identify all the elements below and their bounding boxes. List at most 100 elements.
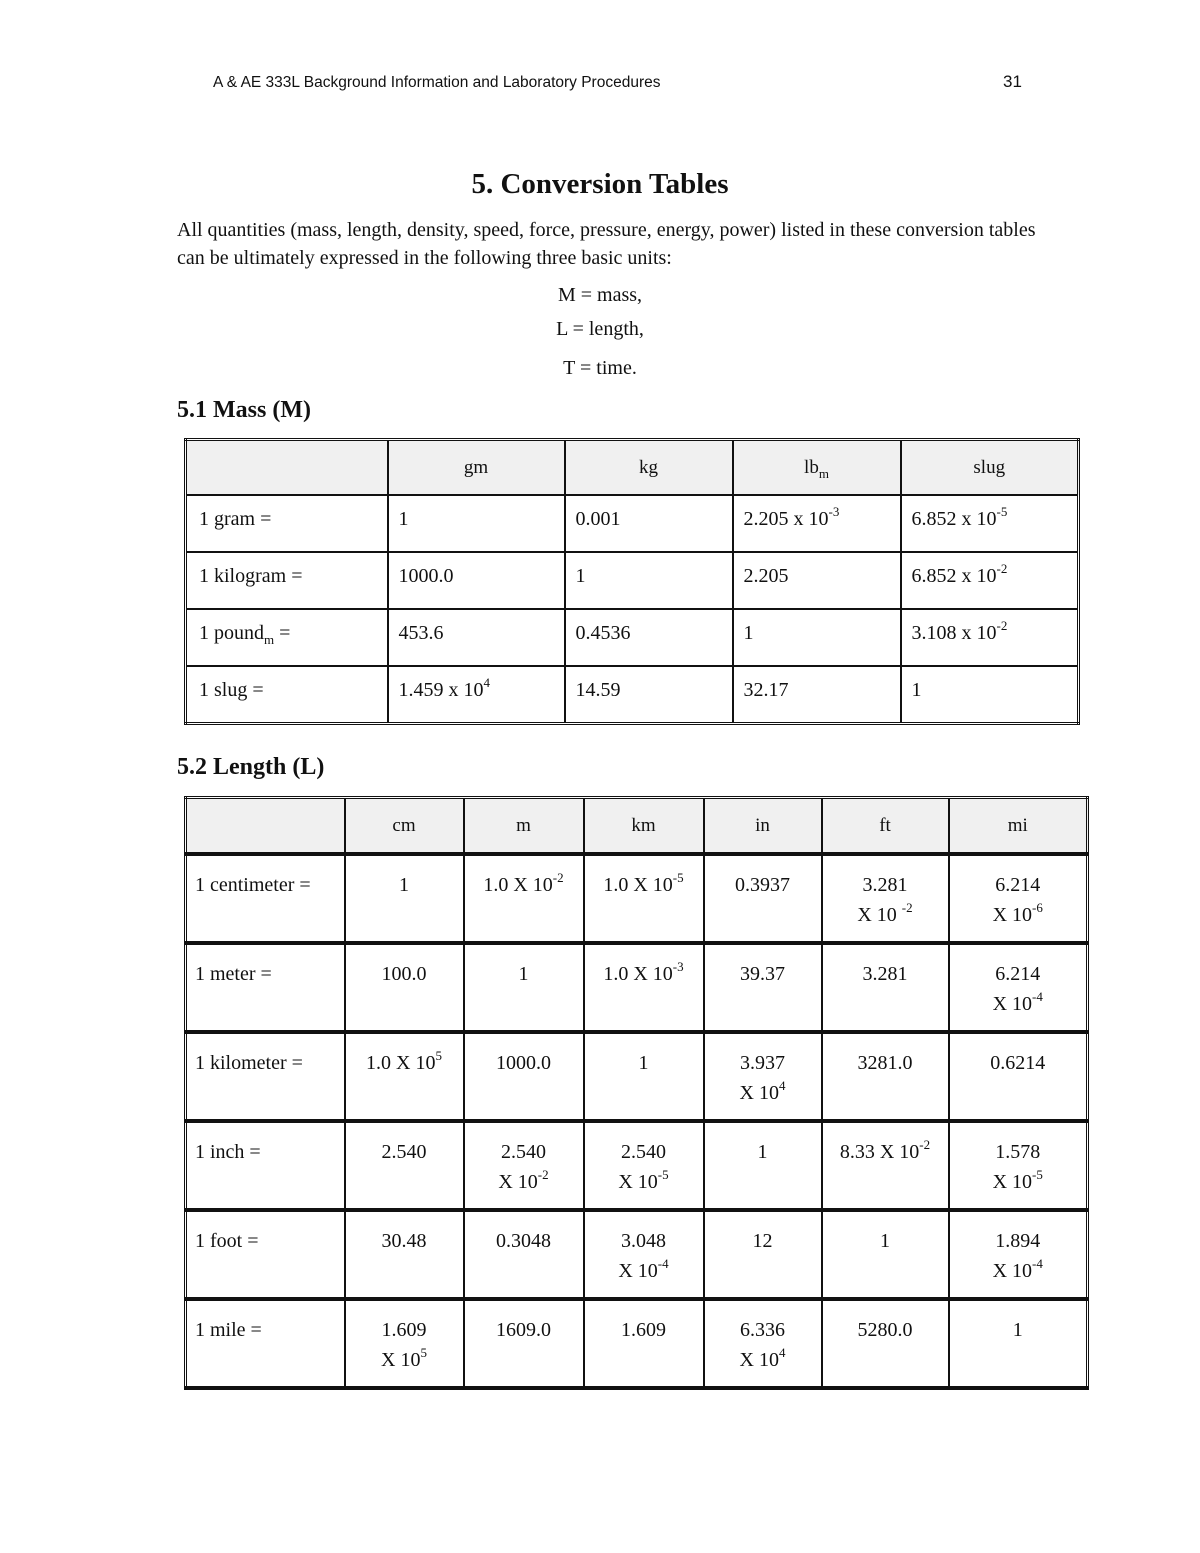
cell-line: 2.205 x 10-3 (744, 505, 900, 531)
cell-line: 6.336 (705, 1315, 821, 1345)
cell-text: 2.540 (381, 1141, 427, 1163)
table-row: 1 foot = 30.48 0.3048 3.048 X 10-4 12 1 1.894 X … (184, 1209, 1089, 1300)
cell-line: 1000.0 (465, 1048, 583, 1078)
cell-line: 1 gram = (199, 508, 387, 531)
cell-line: 1 mile = (195, 1315, 344, 1345)
table-cell: 0.4536 (563, 608, 734, 667)
running-header: A & AE 333L Background Information and L… (213, 74, 661, 91)
table-cell: 1.578 X 10-5 (947, 1120, 1089, 1211)
cell-line: 1 foot = (195, 1226, 344, 1256)
cell-text: 1.0 X 10 (603, 874, 673, 896)
cell-line: 1 poundm = (199, 622, 387, 646)
header-row: cm m km in ft mi (184, 796, 1089, 855)
cell-text: 1.894 (995, 1230, 1041, 1252)
table-cell: 1.0 X 10-3 (582, 942, 705, 1033)
cell-line: m (465, 811, 583, 841)
table-cell: 1 (702, 1120, 823, 1211)
cell-text: 1.578 (995, 1141, 1041, 1163)
cell-text: slug (973, 456, 1006, 478)
table-cell: 0.001 (563, 494, 734, 553)
cell-text: kg (639, 456, 658, 478)
table-cell: 1 (899, 665, 1080, 725)
column-header: cm (343, 796, 465, 855)
cell-line: 1 inch = (195, 1137, 344, 1167)
cell-line: 6.214 (950, 870, 1087, 900)
cell-text: gm (463, 456, 489, 478)
cell-line: X 10-2 (465, 1167, 583, 1197)
cell-text: 3281.0 (857, 1052, 913, 1074)
cell-line: 3.281 (823, 959, 948, 989)
exponent: -6 (1032, 900, 1043, 915)
cell-line: 1.609 (346, 1315, 463, 1345)
row-label: 1 meter = (184, 942, 346, 1033)
cell-line: X 105 (346, 1345, 463, 1375)
exponent: -2 (996, 618, 1008, 633)
table-cell: 6.336 X 104 (702, 1298, 823, 1389)
table-cell: 2.540 (343, 1120, 465, 1211)
table-row: 1 inch = 2.540 2.540 X 10-2 2.540 X 10-5 1 8.33… (184, 1120, 1089, 1211)
cell-line: 2.540 (346, 1137, 463, 1167)
table-cell: 1.0 X 10-5 (582, 853, 705, 944)
column-header: slug (899, 438, 1080, 496)
cell-line: 1.0 X 10-3 (585, 959, 703, 989)
cell-line: X 10-5 (585, 1167, 703, 1197)
cell-text: 3.281 (862, 874, 908, 896)
cell-line: 1 (465, 959, 583, 989)
cell-text: X 10 (992, 1171, 1033, 1193)
table-cell: 100.0 (343, 942, 465, 1033)
exponent: 4 (778, 1078, 786, 1093)
table-cell: 3.048 X 10-4 (582, 1209, 705, 1300)
cell-line: 1 (399, 508, 564, 531)
table-row: 1 poundm = 453.6 0.4536 1 3.108 x 10-2 (184, 608, 1080, 667)
column-header: mi (947, 796, 1089, 855)
cell-text: 3.108 x 10 (911, 622, 997, 644)
cell-text: 6.852 x 10 (911, 508, 997, 530)
table-cell: 32.17 (731, 665, 902, 725)
column-header: ft (820, 796, 950, 855)
cell-text: 12 (752, 1230, 773, 1252)
table-cell: 453.6 (386, 608, 566, 667)
table-cell: 1.609 (582, 1298, 705, 1389)
cell-line: X 104 (705, 1345, 821, 1375)
cell-line: X 10-6 (950, 900, 1087, 930)
cell-line: 1 (912, 679, 1078, 702)
cell-text: 6.214 (995, 963, 1041, 985)
cell-text: 2.540 (621, 1141, 666, 1163)
cell-text: 0.4536 (575, 622, 631, 644)
subscript: m (818, 465, 829, 481)
cell-text: X 10 (381, 1349, 421, 1371)
cell-text: 1 (743, 622, 754, 644)
cell-line: 1 (744, 622, 900, 645)
table-row: 1 mile = 1.609 X 105 1609.0 1.609 6.336 X 104 5… (184, 1298, 1089, 1389)
table-cell: 3.937 X 104 (702, 1031, 823, 1122)
cell-text: 6.852 x 10 (911, 565, 997, 587)
exponent: 4 (483, 675, 491, 690)
cell-line: 39.37 (705, 959, 821, 989)
cell-text: 2.205 (743, 565, 789, 587)
table-cell: 0.3937 (702, 853, 823, 944)
cell-text: 1 gram = (199, 508, 272, 530)
cell-line: 32.17 (744, 679, 900, 702)
table-cell: 39.37 (702, 942, 823, 1033)
cell-line: km (585, 811, 703, 841)
cell-line: 12 (705, 1226, 821, 1256)
cell-line: 1.0 X 105 (346, 1048, 463, 1078)
cell-text: mi (1007, 814, 1028, 836)
cell-text: 1.0 X 10 (366, 1052, 436, 1074)
cell-line: 1 (705, 1137, 821, 1167)
table-cell: 3.281 (820, 942, 950, 1033)
exponent: 5 (420, 1345, 427, 1360)
table-cell: 1 (731, 608, 902, 667)
cell-text: 100.0 (381, 963, 427, 985)
column-header: lbm (731, 438, 902, 496)
table-cell: 1 (386, 494, 566, 553)
exponent: -5 (657, 1167, 669, 1182)
cell-line: 8.33 X 10-2 (823, 1137, 948, 1167)
cell-line: in (705, 811, 821, 841)
cell-text: 1 (638, 1052, 649, 1074)
length-conversion-table: cm m km in ft mi 1 centimeter = 1 1.0 X 10-2 1.0 … (184, 796, 1089, 1390)
unit-length: L = length, (556, 318, 644, 340)
cell-text: X 10 (739, 1349, 779, 1371)
cell-text: 1.0 X 10 (483, 874, 553, 896)
row-label: 1 inch = (184, 1120, 346, 1211)
